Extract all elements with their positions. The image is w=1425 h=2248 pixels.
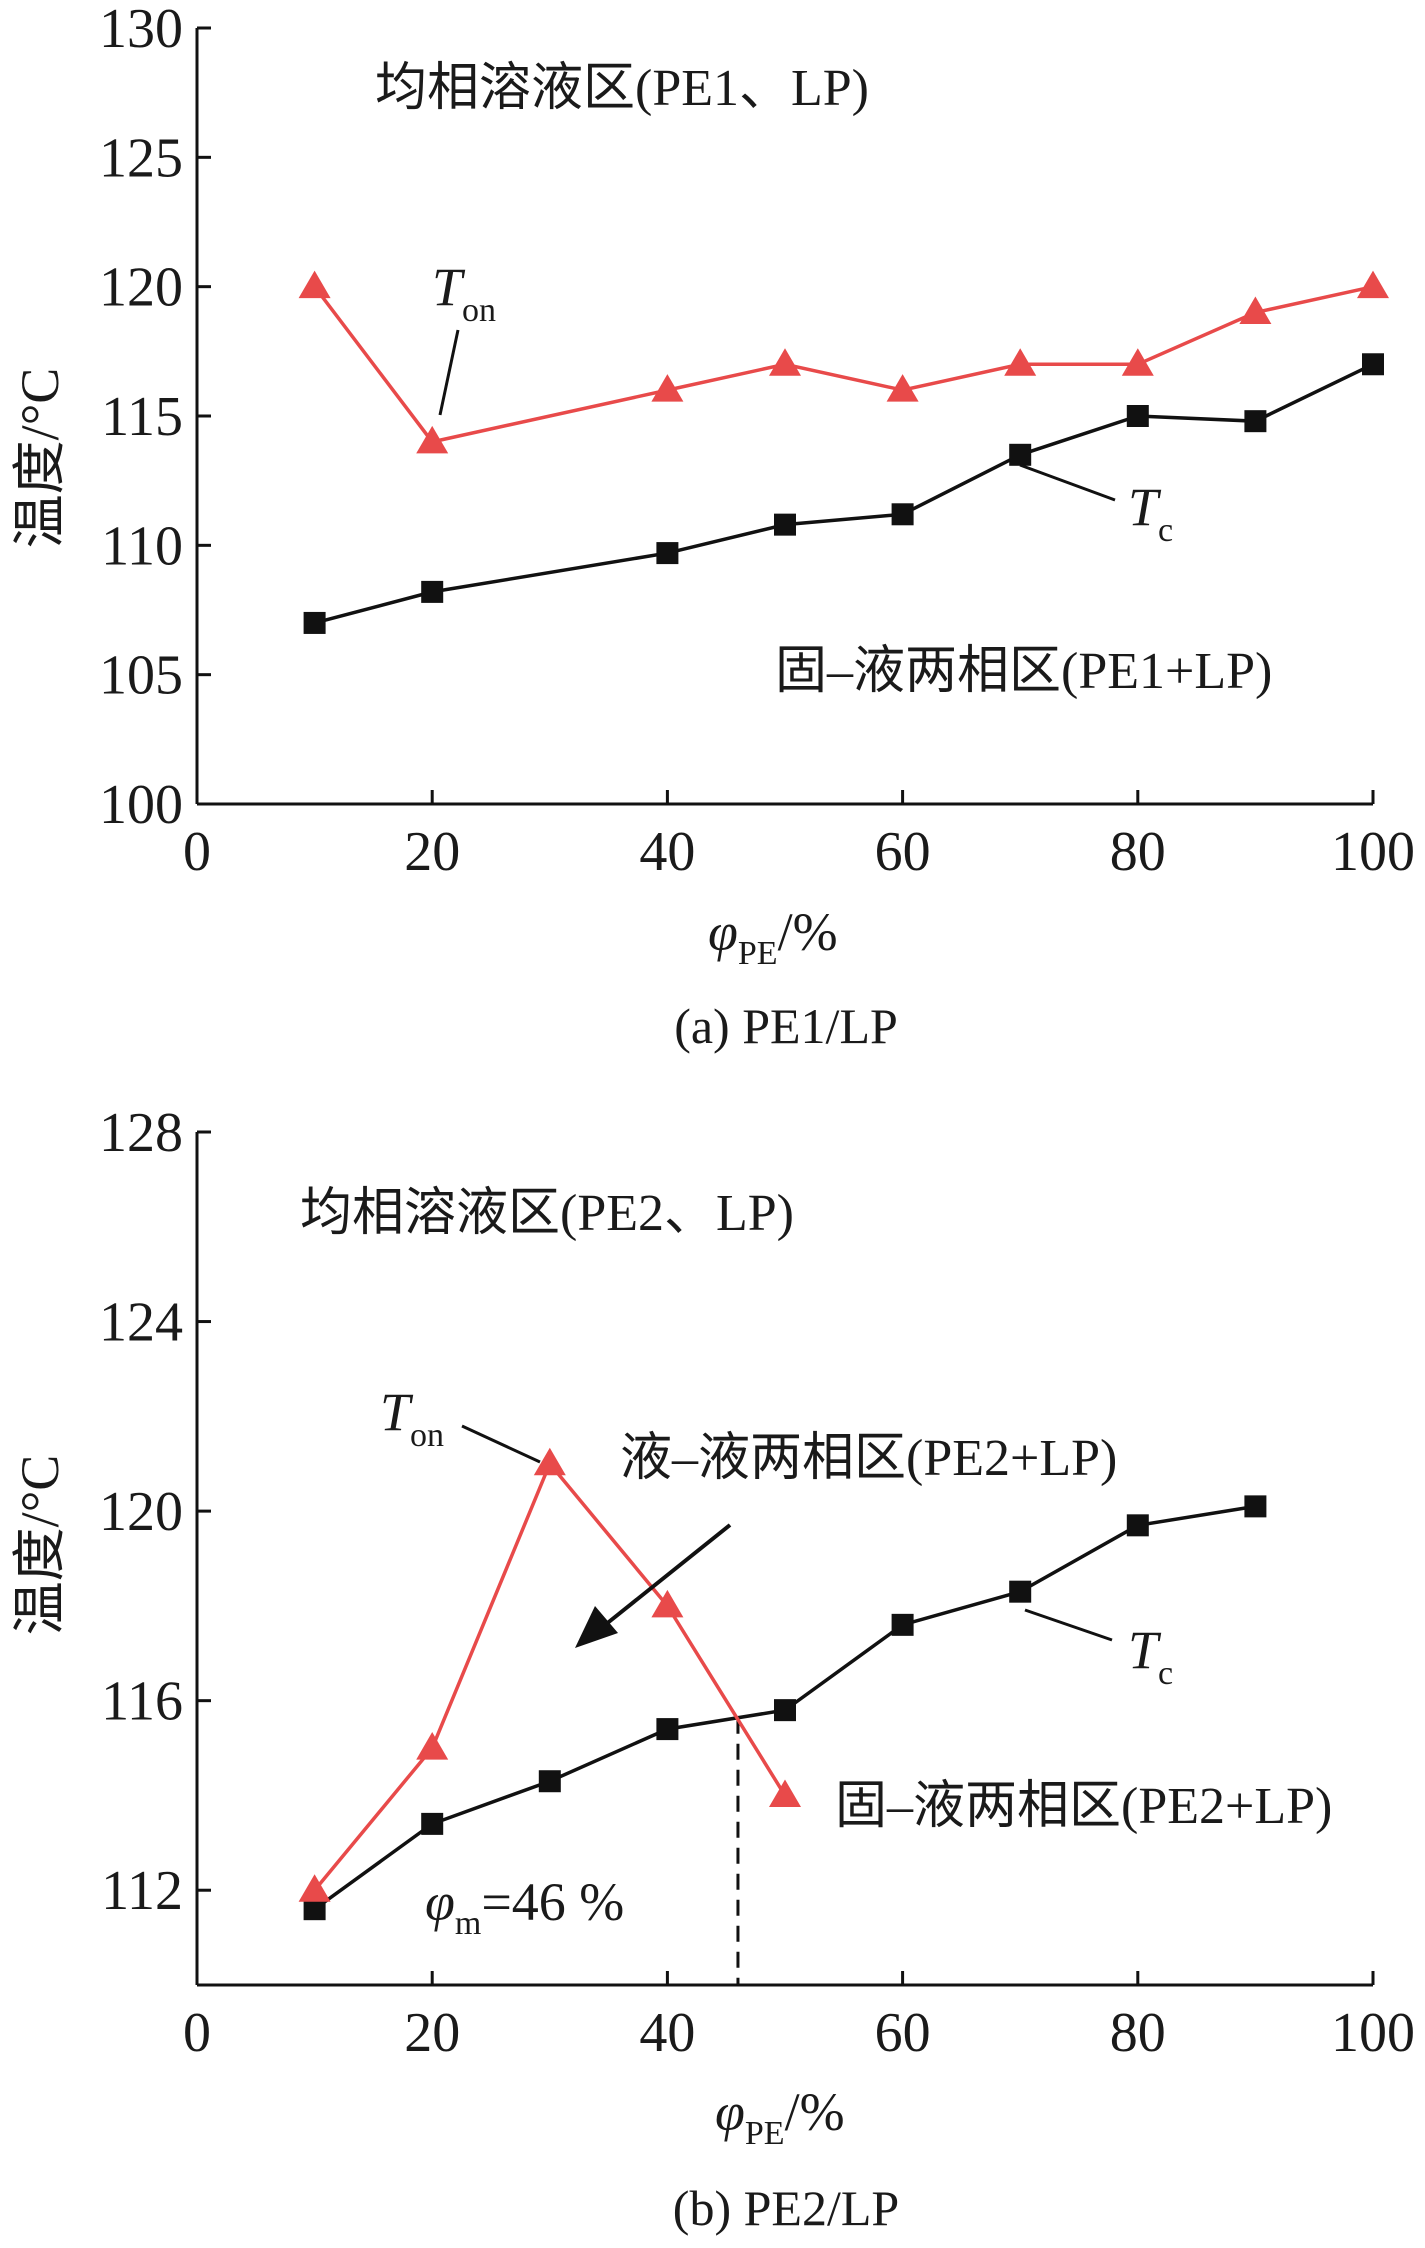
chart-b-region-arrow-shaft	[603, 1523, 732, 1627]
x-tick-label: 40	[639, 2002, 695, 2064]
y-tick-label: 125	[99, 127, 183, 189]
data-point-t-on	[886, 374, 919, 402]
chart-b-y-axis-label: 温度/°C	[10, 1455, 70, 1636]
y-tick-label: 100	[99, 774, 183, 836]
chart-b-phi-m-label: φm=46 %	[425, 1872, 624, 1942]
x-tick-label: 20	[404, 2002, 460, 2064]
data-point-t-c	[891, 1613, 914, 1636]
y-tick-label: 110	[101, 515, 183, 577]
data-point-t-c	[774, 513, 796, 536]
chart-a-x-tick-labels: 0 20 40 60 80 100	[183, 821, 1415, 883]
series-line-t-on	[313, 1460, 787, 1892]
y-tick-label: 128	[99, 1102, 183, 1164]
data-point-t-c	[656, 1718, 679, 1741]
data-point-t-c	[1126, 405, 1149, 427]
data-point-t-c	[891, 503, 914, 526]
chart-a-ton-leader	[438, 329, 460, 416]
data-point-t-c	[538, 1770, 561, 1793]
data-point-t-c	[303, 1898, 326, 1921]
chart-b-upper-region-label: 均相溶液区(PE2、LP)	[300, 1185, 794, 1242]
data-point-t-on	[769, 348, 801, 376]
x-tick-label: 60	[875, 2002, 931, 2064]
x-tick-label: 80	[1110, 821, 1166, 883]
chart-a-tc-label: Tc	[1128, 477, 1173, 549]
x-tick-label: 20	[404, 821, 460, 883]
data-point-t-c	[656, 542, 679, 565]
chart-b-axes	[195, 1130, 1375, 1987]
x-tick-label: 40	[639, 821, 695, 883]
data-point-t-on	[769, 1779, 801, 1807]
x-tick-label: 0	[183, 821, 211, 883]
chart-b-tc-label: Tc	[1128, 1620, 1173, 1692]
data-point-t-c	[1244, 410, 1267, 433]
chart-b-middle-region-label: 液–液两相区(PE2+LP)	[620, 1430, 1117, 1487]
data-point-t-on	[651, 374, 684, 402]
chart-b-tc-leader	[1024, 1608, 1113, 1642]
data-point-t-on	[298, 1874, 331, 1902]
series-line-t-c	[314, 362, 1374, 625]
data-point-t-on	[651, 1589, 684, 1618]
chart-b-caption: (b) PE2/LP	[673, 2180, 899, 2236]
chart-a-upper-region-label: 均相溶液区(PE1、LP)	[375, 60, 869, 117]
x-tick-label: 80	[1110, 2002, 1166, 2064]
chart-b-ton-leader	[461, 1424, 541, 1464]
y-tick-label: 116	[101, 1671, 183, 1733]
data-point-t-c	[774, 1699, 796, 1722]
chart-b-ton-label: Ton	[380, 1382, 444, 1454]
chart-a-axes	[195, 26, 1375, 806]
y-tick-label: 105	[99, 645, 183, 707]
data-point-t-c	[421, 1812, 444, 1835]
chart-a-y-axis-label: 温度/°C	[10, 368, 70, 549]
data-point-t-on	[1357, 270, 1389, 299]
x-tick-label: 0	[183, 2002, 211, 2064]
x-tick-label: 60	[875, 821, 931, 883]
chart-b-series	[298, 1447, 1267, 1921]
data-point-t-on	[1121, 348, 1154, 376]
chart-a-caption: (a) PE1/LP	[674, 998, 898, 1054]
chart-a-series	[298, 270, 1389, 634]
data-point-t-on	[416, 425, 449, 454]
data-point-t-c	[1362, 353, 1384, 376]
y-tick-label: 130	[99, 0, 183, 60]
data-point-t-c	[1009, 1580, 1032, 1603]
chart-panel-a: 100 105 110 115 120 125 130 0 20 40 60 80 100 均相溶液区…	[10, 0, 1415, 1054]
x-tick-label: 100	[1331, 2002, 1415, 2064]
y-tick-label: 120	[99, 1481, 183, 1543]
chart-b-x-tick-labels: 0 20 40 60 80 100	[183, 2002, 1415, 2064]
y-tick-label: 115	[101, 386, 183, 448]
data-point-t-on	[298, 270, 331, 299]
data-point-t-c	[1244, 1495, 1267, 1518]
chart-panel-b: 112 116 120 124 128 0 20 40 60 80 100 均相溶液区(PE2、L…	[10, 1102, 1415, 2236]
y-tick-label: 120	[99, 257, 183, 319]
chart-a-y-tick-labels: 100 105 110 115 120 125 130	[99, 0, 183, 836]
chart-a-tc-leader	[1019, 463, 1116, 502]
data-point-t-c	[1126, 1514, 1149, 1537]
data-point-t-on	[533, 1447, 566, 1476]
chart-a-x-axis-label: φPE/%	[708, 902, 838, 972]
data-point-t-c	[303, 611, 326, 634]
data-point-t-c	[1009, 443, 1032, 466]
chart-a-lower-region-label: 固–液两相区(PE1+LP)	[775, 643, 1272, 700]
y-tick-label: 112	[101, 1860, 183, 1922]
y-tick-label: 124	[99, 1292, 183, 1354]
data-point-t-c	[421, 580, 444, 603]
chart-b-x-axis-label: φPE/%	[715, 2082, 845, 2152]
data-point-t-on	[416, 1732, 449, 1760]
chart-b-y-tick-labels: 112 116 120 124 128	[99, 1102, 183, 1922]
data-point-t-on	[1239, 296, 1272, 325]
chart-a-ton-label: Ton	[432, 257, 496, 329]
x-tick-label: 100	[1331, 821, 1415, 883]
chart-b-region-arrow-head	[575, 1606, 618, 1648]
chart-b-lower-region-label: 固–液两相区(PE2+LP)	[835, 1778, 1332, 1835]
data-point-t-on	[1004, 348, 1037, 376]
